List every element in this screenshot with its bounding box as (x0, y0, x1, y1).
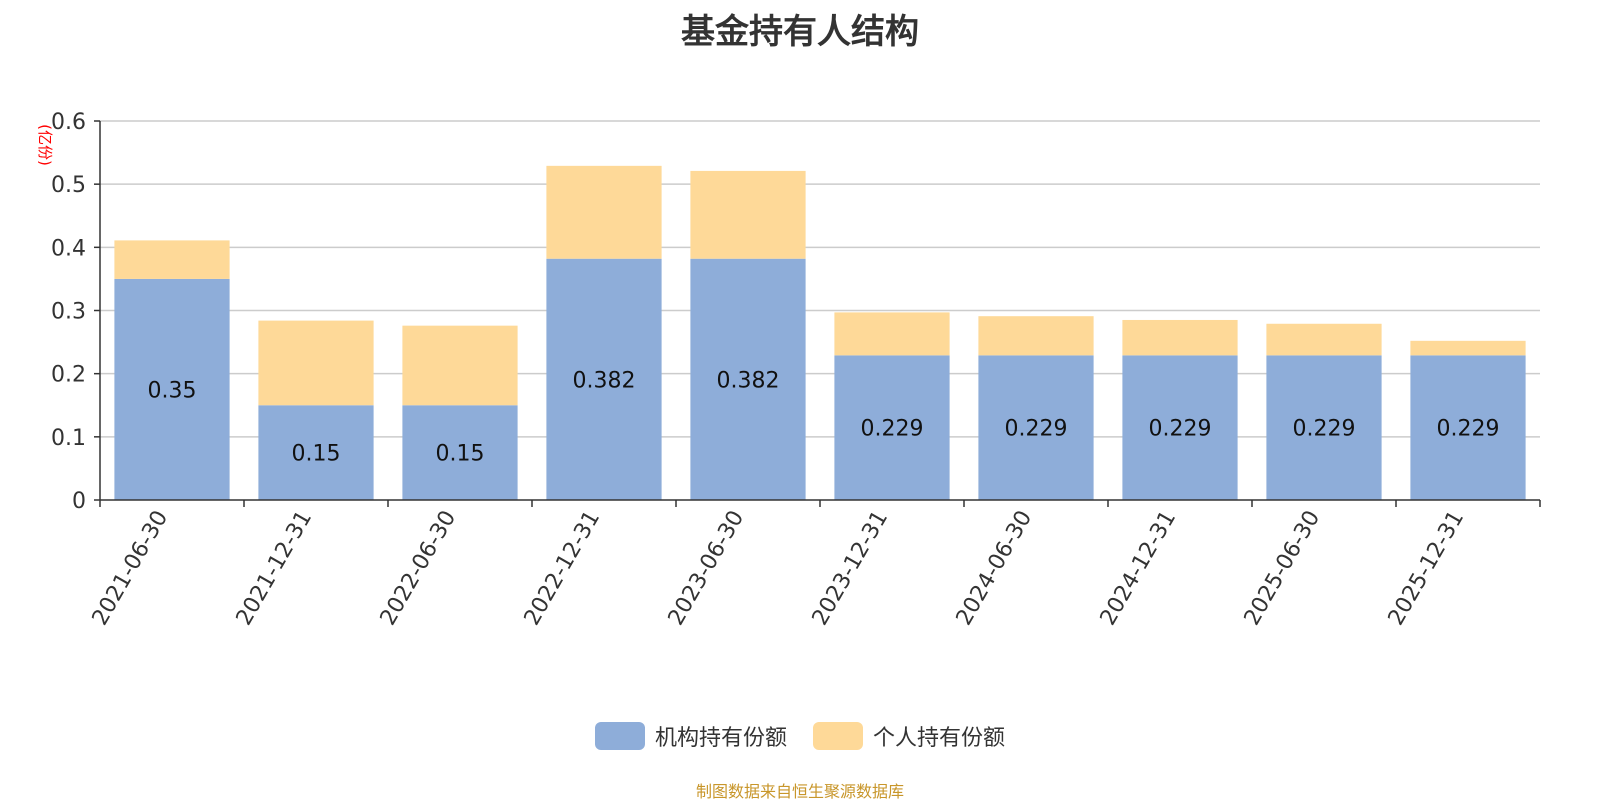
bar-institutional[interactable] (690, 258, 806, 500)
bar-institutional[interactable] (978, 355, 1094, 500)
bar-individual[interactable] (1122, 319, 1238, 356)
bar-data-label: 0.15 (436, 442, 485, 467)
x-tick-label: 2021-12-31 (232, 507, 318, 630)
bar-institutional[interactable] (258, 405, 374, 500)
legend-label-institutional: 机构持有份额 (654, 726, 787, 751)
bar-individual[interactable] (114, 240, 230, 279)
x-tick-label: 2025-06-30 (1240, 507, 1326, 630)
legend-swatch-institutional (594, 722, 645, 750)
bar-institutional[interactable] (402, 405, 518, 500)
bar-individual[interactable] (546, 165, 662, 259)
x-tick-label: 2024-06-30 (952, 507, 1038, 630)
legend: 机构持有份额 个人持有份额 (0, 720, 1600, 752)
y-tick-label: 0.2 (51, 363, 86, 388)
data-labels: 0.35 0.15 0.15 0.382 0.382 0.229 0.229 0.229 0.2… (148, 368, 1500, 466)
bar-institutional[interactable] (114, 278, 230, 500)
bar-individual[interactable] (1266, 323, 1382, 356)
bars (114, 165, 1526, 500)
legend-item-individual[interactable]: 个人持有份额 (813, 720, 1005, 752)
y-axis-title: (亿份) (36, 124, 54, 166)
x-tick-label: 2022-12-31 (520, 507, 606, 630)
x-tick-label: 2021-06-30 (88, 507, 174, 630)
bar-institutional[interactable] (834, 355, 950, 500)
bar-data-label: 0.229 (1005, 417, 1068, 442)
bar-data-label: 0.382 (717, 368, 780, 393)
legend-item-institutional[interactable]: 机构持有份额 (594, 720, 787, 752)
bar-data-label: 0.15 (292, 442, 341, 467)
legend-swatch-individual (813, 722, 863, 750)
chart-title: 基金持有人结构 (681, 12, 919, 52)
bar-institutional[interactable] (1410, 355, 1526, 500)
y-tick-label: 0.6 (51, 110, 86, 135)
bar-institutional[interactable] (546, 258, 662, 500)
bar-individual[interactable] (690, 170, 806, 259)
bar-data-label: 0.229 (1149, 417, 1212, 442)
y-tick-label: 0 (72, 489, 86, 514)
y-tick-label: 0.5 (51, 173, 86, 198)
x-tick-label: 2022-06-30 (376, 507, 462, 630)
x-tick-label: 2025-12-31 (1384, 507, 1470, 630)
y-tick-label: 0.3 (51, 300, 86, 325)
bar-individual[interactable] (978, 316, 1094, 356)
bar-individual[interactable] (1410, 340, 1526, 356)
bar-individual[interactable] (258, 320, 374, 406)
bar-individual[interactable] (834, 312, 950, 356)
y-tick-label: 0.1 (51, 426, 86, 451)
x-tick-label: 2023-12-31 (808, 507, 894, 630)
bar-data-label: 0.229 (1437, 417, 1500, 442)
bar-data-label: 0.229 (1293, 417, 1356, 442)
legend-label-individual: 个人持有份额 (873, 726, 1006, 751)
x-tick-label: 2024-12-31 (1096, 507, 1182, 630)
x-tick-label: 2023-06-30 (664, 507, 750, 630)
bar-data-label: 0.382 (573, 368, 636, 393)
y-tick-label: 0.4 (51, 236, 86, 261)
source-note: 制图数据来自恒生聚源数据库 (695, 782, 904, 800)
bar-institutional[interactable] (1122, 355, 1238, 500)
bar-individual[interactable] (402, 325, 518, 406)
bar-data-label: 0.229 (861, 417, 924, 442)
bar-data-label: 0.35 (148, 378, 197, 403)
bar-institutional[interactable] (1266, 355, 1382, 500)
